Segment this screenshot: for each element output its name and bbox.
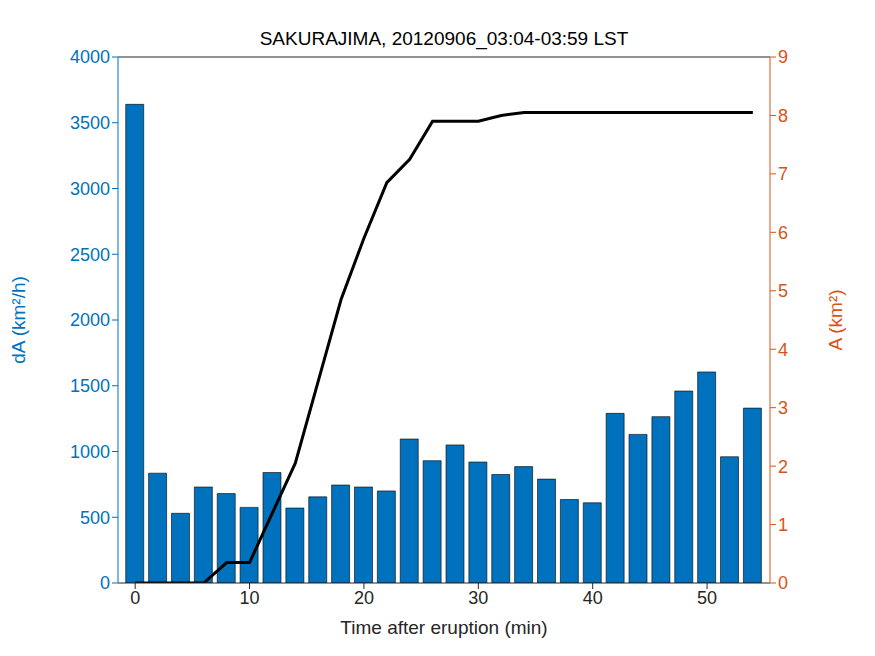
svg-text:6: 6 xyxy=(778,223,788,243)
svg-text:1500: 1500 xyxy=(70,376,110,396)
svg-text:20: 20 xyxy=(354,588,374,608)
svg-text:0: 0 xyxy=(130,588,140,608)
svg-text:dA (km²/h): dA (km²/h) xyxy=(8,276,29,364)
svg-text:3: 3 xyxy=(778,398,788,418)
svg-text:4000: 4000 xyxy=(70,47,110,67)
svg-text:3500: 3500 xyxy=(70,113,110,133)
svg-text:2500: 2500 xyxy=(70,245,110,265)
svg-text:8: 8 xyxy=(778,106,788,126)
svg-text:50: 50 xyxy=(697,588,717,608)
svg-text:2: 2 xyxy=(778,457,788,477)
svg-text:5: 5 xyxy=(778,281,788,301)
svg-text:Time after eruption (min): Time after eruption (min) xyxy=(340,617,547,638)
svg-text:500: 500 xyxy=(80,508,110,528)
svg-text:3000: 3000 xyxy=(70,179,110,199)
svg-text:4: 4 xyxy=(778,340,788,360)
svg-text:2000: 2000 xyxy=(70,310,110,330)
svg-text:1000: 1000 xyxy=(70,442,110,462)
svg-text:9: 9 xyxy=(778,47,788,67)
html-text:SAKURAJIMA, 20120906_03:04-03:: SAKURAJIMA, 20120906_03:04-03:59 LST xyxy=(259,28,629,49)
svg-text:30: 30 xyxy=(468,588,488,608)
svg-text:1: 1 xyxy=(778,515,788,535)
svg-text:7: 7 xyxy=(778,164,788,184)
svg-text:10: 10 xyxy=(240,588,260,608)
svg-text:0: 0 xyxy=(100,573,110,593)
svg-text:A (km²): A (km²) xyxy=(825,289,846,350)
svg-text:40: 40 xyxy=(583,588,603,608)
svg-text:0: 0 xyxy=(778,573,788,593)
